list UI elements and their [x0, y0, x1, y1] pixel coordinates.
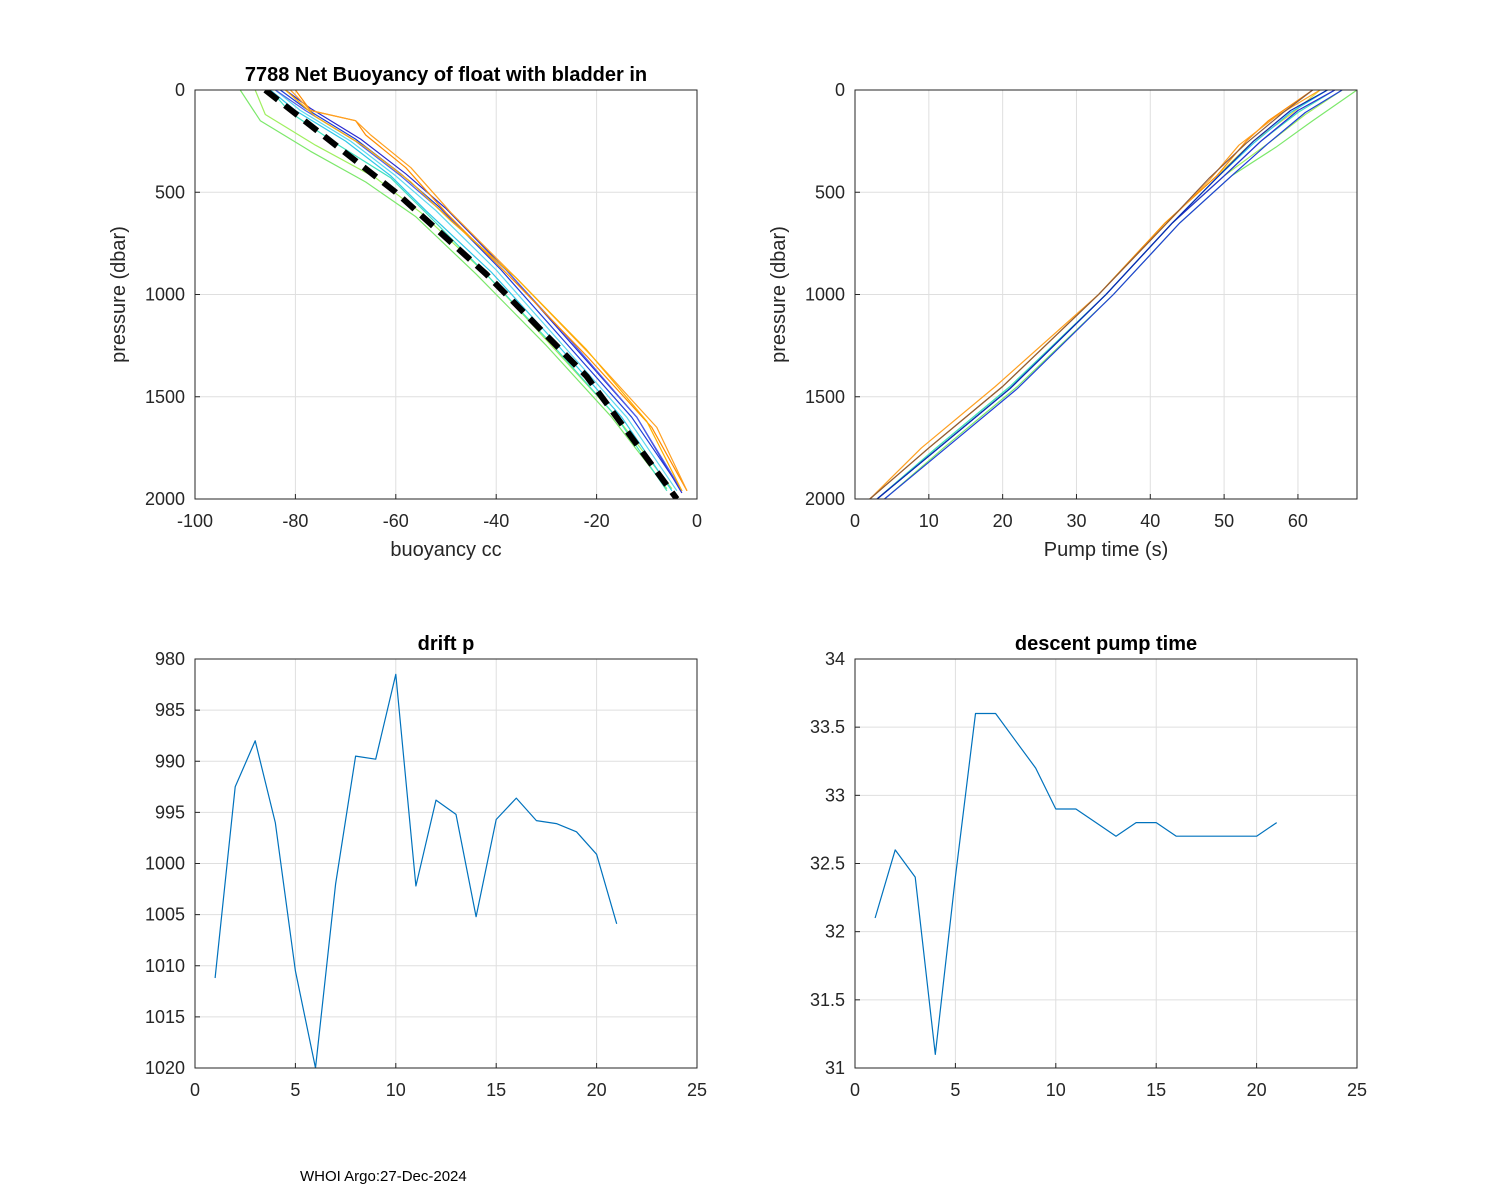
y-tick-label: 500	[815, 182, 845, 202]
y-tick-label: 0	[835, 80, 845, 100]
y-tick-label: 500	[155, 182, 185, 202]
y-axis-label: pressure (dbar)	[108, 226, 130, 363]
series-line-profile-8	[876, 90, 1328, 499]
pump-time-panel: 0 10 20 30 40 50 60 0 500 1000 1500 2000 Pump time (…	[768, 80, 1358, 561]
y-tick-label: 31	[825, 1058, 845, 1078]
x-tick-label: 15	[486, 1080, 506, 1100]
x-tick-label: 5	[950, 1080, 960, 1100]
x-tick-label: 0	[850, 1080, 860, 1100]
x-tick-label: -60	[383, 511, 409, 531]
x-tick-label: 0	[692, 511, 702, 531]
x-axis-label: Pump time (s)	[1044, 539, 1168, 561]
y-tick-label: 2000	[805, 489, 845, 509]
y-tick-label: 0	[175, 80, 185, 100]
y-tick-label: 1000	[805, 285, 845, 305]
y-tick-label: 33	[825, 785, 845, 805]
y-tick-label: 1000	[145, 854, 185, 874]
series-line-profile-6	[884, 90, 1343, 499]
buoyancy-panel: -100 -80 -60 -40 -20 0 0 500 1000 1500 2000 7788 Ne…	[108, 64, 702, 561]
y-tick-label: 1005	[145, 905, 185, 925]
series-line-profile-10	[289, 90, 688, 492]
x-tick-label: 20	[587, 1080, 607, 1100]
x-tick-label: -40	[483, 511, 509, 531]
series-line-profile-5	[274, 90, 678, 492]
y-tick-label: 1500	[805, 387, 845, 407]
x-tick-label: -100	[177, 511, 213, 531]
y-axis-label: pressure (dbar)	[768, 226, 790, 363]
x-tick-label: 25	[1347, 1080, 1367, 1100]
x-tick-label: 10	[386, 1080, 406, 1100]
x-tick-label: 5	[290, 1080, 300, 1100]
x-tick-label: 0	[190, 1080, 200, 1100]
x-tick-label: -80	[282, 511, 308, 531]
x-tick-label: 15	[1146, 1080, 1166, 1100]
series-line-profile-9	[294, 90, 688, 492]
x-tick-label: 25	[687, 1080, 707, 1100]
x-tick-label: 20	[1247, 1080, 1267, 1100]
series-line-drift-p	[214, 673, 618, 1068]
series-group	[239, 90, 688, 499]
series-line-profile-1	[239, 90, 668, 490]
y-tick-label: 1015	[145, 1007, 185, 1027]
y-tick-label: 31.5	[810, 990, 845, 1010]
series-line-mean	[263, 90, 680, 499]
series-line-profile-4	[269, 90, 673, 492]
y-tick-label: 1020	[145, 1058, 185, 1078]
series-group	[869, 90, 1357, 499]
x-axis-label: buoyancy cc	[390, 539, 501, 561]
descent-pump-time-panel: 0 5 10 15 20 25 31 31.5 32 32.5 33 33.5 34 descent pu…	[810, 633, 1367, 1100]
y-tick-label: 980	[155, 649, 185, 669]
series-line-profile-3	[269, 90, 668, 492]
x-tick-label: 20	[993, 511, 1013, 531]
y-tick-label: 32	[825, 922, 845, 942]
series-group	[874, 712, 1278, 1055]
series-line-profile-6	[279, 90, 683, 492]
series-line-profile-11	[869, 90, 1314, 499]
y-tick-label: 1000	[145, 285, 185, 305]
y-tick-label: 1010	[145, 956, 185, 976]
chart-title: 7788 Net Buoyancy of float with bladder …	[245, 64, 647, 86]
series-line-profile-2	[254, 90, 673, 490]
y-tick-label: 995	[155, 802, 185, 822]
series-group	[214, 673, 618, 1068]
y-tick-label: 2000	[145, 489, 185, 509]
x-tick-label: 0	[850, 511, 860, 531]
series-line-profile-7	[285, 90, 683, 494]
x-tick-label: 60	[1288, 511, 1308, 531]
series-line-descent-pump-time	[874, 712, 1278, 1055]
x-tick-label: 50	[1214, 511, 1234, 531]
x-tick-label: 30	[1066, 511, 1086, 531]
series-line-profile-8	[274, 90, 683, 492]
series-line-profile-11	[285, 90, 683, 492]
x-tick-label: 10	[1046, 1080, 1066, 1100]
y-tick-label: 1500	[145, 387, 185, 407]
y-tick-label: 33.5	[810, 717, 845, 737]
x-tick-label: -20	[584, 511, 610, 531]
x-tick-label: 40	[1140, 511, 1160, 531]
y-tick-label: 32.5	[810, 854, 845, 874]
chart-title: drift p	[418, 633, 475, 655]
drift-p-panel: 0 5 10 15 20 25980985990995100010051010101510…	[145, 633, 707, 1100]
y-tick-label: 985	[155, 700, 185, 720]
x-tick-label: 10	[919, 511, 939, 531]
y-tick-label: 990	[155, 751, 185, 771]
chart-title: descent pump time	[1015, 633, 1197, 655]
footer-text: WHOI Argo:27-Dec-2024	[300, 1168, 467, 1185]
y-tick-label: 34	[825, 649, 845, 669]
